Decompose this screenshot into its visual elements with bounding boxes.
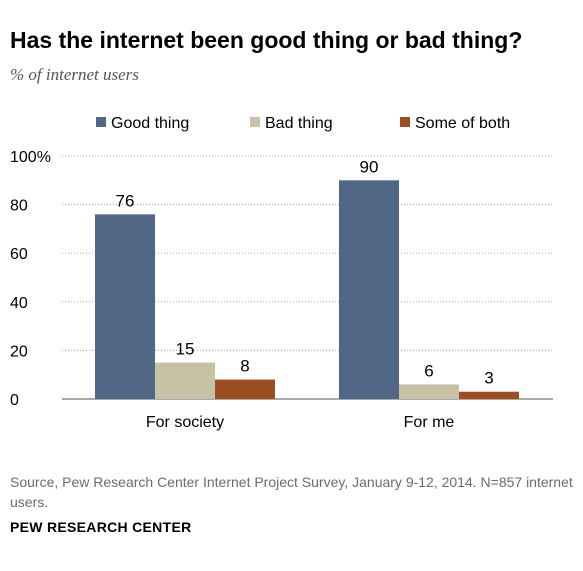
legend-label-some-of-both: Some of both (415, 115, 510, 132)
y-tick-label-40: 40 (10, 295, 28, 312)
y-tick-unit: % (37, 149, 51, 166)
bar-for-me-some-of-both (459, 391, 519, 399)
data-label-for-me-some-of-both: 3 (484, 369, 493, 388)
y-tick-label-80: 80 (10, 198, 28, 215)
y-tick-label-20: 20 (10, 343, 28, 360)
data-label-for-society-bad-thing: 15 (176, 340, 195, 359)
bar-for-me-bad-thing (399, 384, 459, 399)
legend-label-good-thing: Good thing (111, 115, 189, 132)
x-axis: For society For me (146, 414, 455, 431)
data-label-for-society-some-of-both: 8 (240, 357, 249, 376)
x-tick-label-for-society: For society (146, 414, 224, 431)
source-note: Source, Pew Research Center Internet Pro… (10, 474, 573, 510)
data-label-for-me-good-thing: 90 (360, 157, 379, 176)
legend-swatch-some-of-both (400, 117, 410, 127)
y-tick-label-0: 0 (10, 392, 19, 409)
chart-bars: 76 15 8 90 6 3 (95, 157, 519, 399)
x-tick-label-for-me: For me (404, 414, 455, 431)
legend-swatch-good-thing (96, 117, 106, 127)
bar-chart: Good thing Bad thing Some of both 0 20 40 60 8… (10, 115, 553, 431)
bar-for-me-good-thing (339, 180, 399, 399)
bar-for-society-good-thing (95, 214, 155, 399)
legend-label-bad-thing: Bad thing (265, 115, 333, 132)
bar-for-society-bad-thing (155, 362, 215, 399)
chart-subtitle: % of internet users (10, 65, 139, 84)
y-tick-label-100: 100% (10, 149, 51, 166)
chart-title: Has the internet been good thing or bad … (10, 27, 523, 53)
legend-swatch-bad-thing (250, 117, 260, 127)
y-axis: 0 20 40 60 80 100% (10, 149, 51, 409)
y-tick-label-60: 60 (10, 246, 28, 263)
data-label-for-society-good-thing: 76 (116, 191, 135, 210)
chart-legend: Good thing Bad thing Some of both (96, 115, 510, 132)
bar-for-society-some-of-both (215, 379, 275, 399)
data-label-for-me-bad-thing: 6 (424, 361, 433, 380)
brand-logo-text: PEW RESEARCH CENTER (10, 519, 192, 535)
